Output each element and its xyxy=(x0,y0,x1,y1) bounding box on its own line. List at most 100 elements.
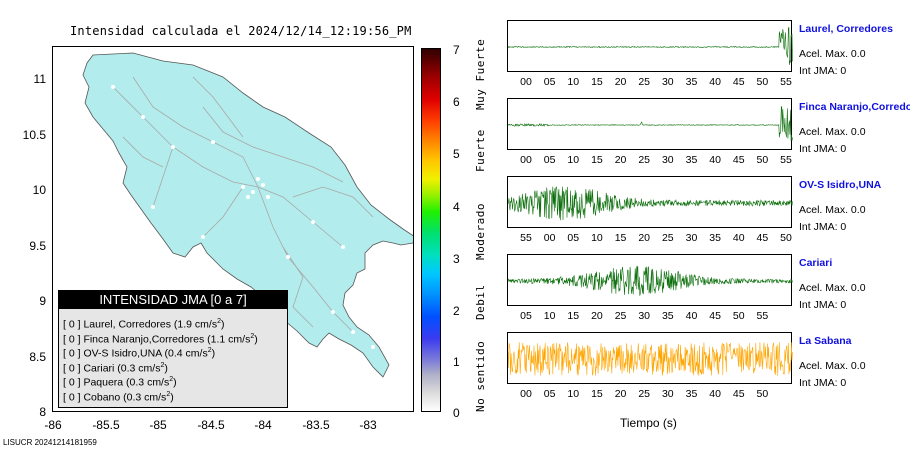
footer-id: LISUCR 20241214181959 xyxy=(3,438,97,447)
map-y-tick: 9.5 xyxy=(29,239,46,253)
jma-intensity: Int JMA: 0 xyxy=(799,65,847,77)
time-tick: 00 xyxy=(520,76,532,88)
waveform-panel[interactable] xyxy=(507,332,793,384)
time-tick: 45 xyxy=(756,232,769,244)
map-y-tick: 8.5 xyxy=(29,350,46,364)
time-tick: 10 xyxy=(543,310,556,322)
time-tick: 05 xyxy=(543,388,556,400)
time-tick: 25 xyxy=(614,310,627,322)
colorbar-label-debil: Debil xyxy=(474,284,487,320)
legend-level: [ 0 ] xyxy=(63,347,81,360)
legend-row: [ 0 ] OV-S Isidro,UNA (0.4 cm/s2) xyxy=(59,344,287,360)
station-name: Cariari xyxy=(799,257,833,269)
legend-header: INTENSIDAD JMA [0 a 7] xyxy=(59,291,287,309)
time-tick: 05 xyxy=(520,310,532,322)
time-tick: 30 xyxy=(661,388,674,400)
colorbar-tick: 1 xyxy=(453,355,460,369)
max-acceleration: Acel. Max. 0.0 xyxy=(799,282,866,294)
legend-level: [ 0 ] xyxy=(63,362,81,374)
colorbar-label-moderado: Moderado xyxy=(474,203,487,260)
road-network xyxy=(112,76,374,333)
legend-label: OV-S Isidro,UNA (0.4 cm/s xyxy=(83,347,208,360)
time-tick: 35 xyxy=(685,388,698,400)
time-tick: 20 xyxy=(614,76,627,88)
station-name: Laurel, Corredores xyxy=(799,23,893,35)
time-tick: 55 xyxy=(780,154,792,166)
time-tick: 55 xyxy=(520,232,532,244)
legend-label: Paquera (0.3 cm/s xyxy=(83,376,170,389)
legend-close: ) xyxy=(254,333,258,345)
time-tick: 10 xyxy=(567,76,580,88)
time-tick: 35 xyxy=(709,232,721,244)
map-y-tick: 10.5 xyxy=(22,128,46,142)
time-tick: 50 xyxy=(756,388,769,400)
waveform-plot xyxy=(508,26,793,65)
time-tick: 00 xyxy=(543,232,556,244)
time-tick: 40 xyxy=(709,154,721,166)
legend-label: Finca Naranjo,Corredores (1.1 cm/s xyxy=(83,333,251,345)
time-tick: 35 xyxy=(685,76,698,88)
time-tick: 10 xyxy=(591,232,603,244)
map-title: Intensidad calculada el 2024/12/14_12:19… xyxy=(70,24,412,38)
time-tick: 45 xyxy=(732,154,745,166)
legend-label: Cariari (0.3 cm/s xyxy=(83,362,161,374)
max-acceleration: Acel. Max. 0.0 xyxy=(799,48,866,60)
map-x-tick: -84.5 xyxy=(197,418,225,432)
waveform-trace xyxy=(508,26,793,65)
time-tick: 40 xyxy=(709,388,721,400)
time-tick: 40 xyxy=(709,76,721,88)
jma-intensity: Int JMA: 0 xyxy=(799,299,847,311)
colorbar-label-no-sentido: No sentido xyxy=(474,340,487,412)
legend-level: [ 0 ] xyxy=(63,318,81,331)
legend-close: ) xyxy=(170,391,174,403)
costa-rica-landmass xyxy=(82,52,413,378)
time-tick: 15 xyxy=(567,310,580,322)
waveform-panel[interactable] xyxy=(507,98,793,150)
intensity-legend: INTENSIDAD JMA [0 a 7] [ 0 ] Laurel, Cor… xyxy=(58,290,288,408)
time-tick: 30 xyxy=(685,232,698,244)
map-x-tick: -84 xyxy=(254,418,272,432)
colorbar-tick: 5 xyxy=(453,147,460,161)
time-tick: 20 xyxy=(591,310,603,322)
waveform-panel[interactable] xyxy=(507,20,793,72)
waveform-panel[interactable] xyxy=(507,254,793,306)
legend-unit-exponent: 2 xyxy=(250,332,255,340)
time-tick: 00 xyxy=(520,388,532,400)
time-tick: 05 xyxy=(543,76,556,88)
legend-unit-exponent: 2 xyxy=(160,361,165,369)
map-x-tick: -85 xyxy=(149,418,167,432)
time-tick: 45 xyxy=(732,388,745,400)
waveform-plot xyxy=(508,186,793,221)
legend-row: [ 0 ] Paquera (0.3 cm/s2) xyxy=(59,373,287,389)
colorbar-tick: 6 xyxy=(453,95,460,109)
legend-unit-exponent: 2 xyxy=(169,376,174,383)
legend-close: ) xyxy=(211,347,216,360)
time-tick: 10 xyxy=(567,388,580,400)
jma-intensity: Int JMA: 0 xyxy=(799,221,847,233)
max-acceleration: Acel. Max. 0.0 xyxy=(799,126,866,138)
waveform-trace xyxy=(508,186,793,221)
time-tick: 15 xyxy=(591,76,603,88)
time-tick: 25 xyxy=(661,232,674,244)
time-tick: 00 xyxy=(520,154,532,166)
time-tick: 30 xyxy=(661,154,674,166)
jma-intensity: Int JMA: 0 xyxy=(799,377,847,389)
jma-intensity: Int JMA: 0 xyxy=(799,143,847,155)
time-tick: 25 xyxy=(638,388,651,400)
time-tick: 05 xyxy=(567,232,580,244)
time-tick: 15 xyxy=(591,388,603,400)
time-tick: 50 xyxy=(756,154,769,166)
colorbar-tick: 0 xyxy=(453,406,460,420)
legend-level: [ 0 ] xyxy=(63,376,81,389)
station-markers xyxy=(111,85,375,349)
time-tick: 45 xyxy=(732,76,745,88)
time-tick: 15 xyxy=(591,154,603,166)
time-tick: 25 xyxy=(638,76,651,88)
waveform-plot xyxy=(508,342,793,376)
max-acceleration: Acel. Max. 0.0 xyxy=(799,204,866,216)
waveform-panel[interactable] xyxy=(507,176,793,228)
station-name: OV-S Isidro,UNA xyxy=(799,179,882,191)
legend-label: Cobano (0.3 cm/s xyxy=(83,391,167,403)
time-tick: 45 xyxy=(709,310,721,322)
legend-level: [ 0 ] xyxy=(63,391,81,403)
